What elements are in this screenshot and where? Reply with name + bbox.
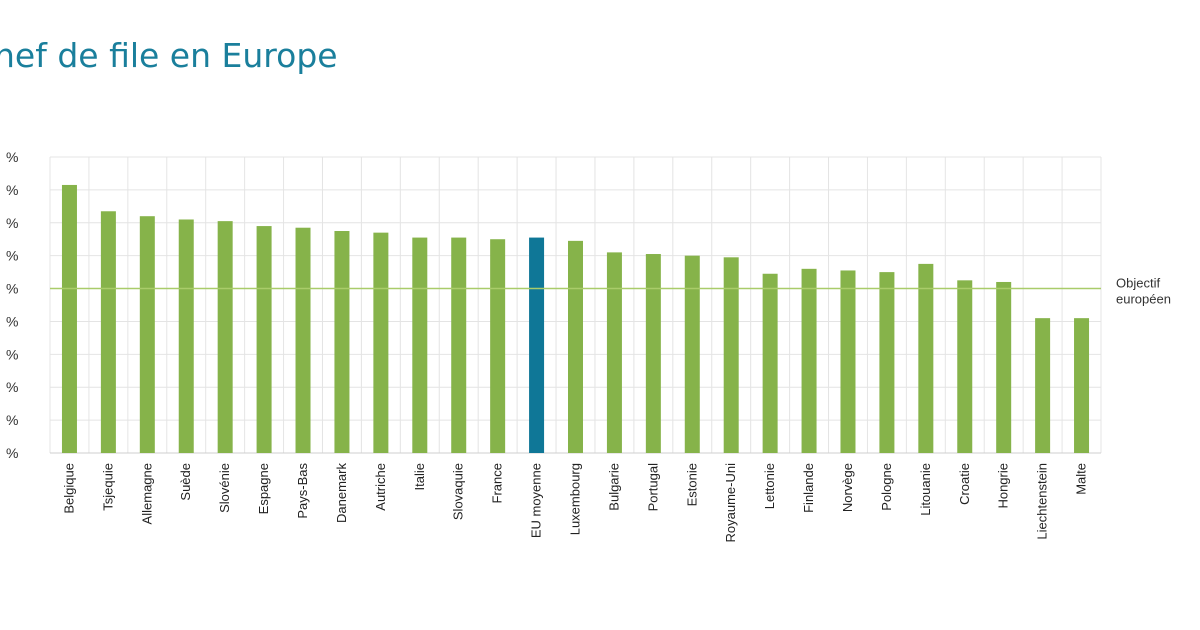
bar-norvège [840,270,856,453]
y-tick-label: % [6,281,18,297]
bar-slovaquie [451,237,467,453]
bar-lettonie [762,273,778,453]
category-label: Malte [1074,463,1089,495]
bars [61,184,1090,453]
y-tick-label: % [6,445,18,461]
category-label: Slovaquie [451,463,466,520]
bar-autriche [373,232,389,453]
bar-tsjequie [100,211,116,453]
category-label: Luxembourg [568,463,583,535]
y-tick-label: % [6,182,18,198]
category-label: Liechtenstein [1035,463,1050,540]
category-label: Royaume-Uni [723,463,738,543]
y-tick-label: % [6,149,18,165]
category-label: Espagne [256,463,271,514]
category-label: Danemark [334,463,349,523]
bar-hongrie [996,281,1012,453]
category-label: Finlande [801,463,816,513]
bar-portugal [645,254,661,453]
bar-slovénie [217,221,233,453]
category-label: Tsjequie [100,463,115,511]
y-tick-label: % [6,248,18,264]
category-label: Pologne [879,463,894,511]
bar-pologne [879,272,895,453]
bar-eu-moyenne [529,237,545,453]
category-label: Croatie [957,463,972,505]
bar-allemagne [139,216,155,453]
category-label: Litouanie [918,463,933,516]
bar-suède [178,219,194,453]
x-axis-labels: Belgique Tsjequie Allemagne Suède Slovénie Es… [61,463,1088,543]
category-label: Portugal [645,463,660,512]
category-label: Norvège [840,463,855,512]
reference-line-label: européen [1116,292,1171,307]
category-label: EU moyenne [529,463,544,538]
category-label: Bulgarie [606,463,621,511]
bar-france [490,239,506,453]
bar-italie [412,237,428,453]
bar-finlande [801,268,817,453]
bar-royaume-uni [723,257,739,453]
y-tick-label: % [6,313,18,329]
category-label: Allemagne [139,463,154,524]
category-label: Italie [412,463,427,490]
category-label: Estonie [684,463,699,506]
y-tick-label: % [6,346,18,362]
bar-liechtenstein [1035,318,1051,453]
category-label: Suède [178,463,193,501]
category-label: Pays-Bas [295,463,310,519]
reference-line-label: Objectif [1116,276,1160,291]
bar-luxembourg [568,240,583,453]
bar-malte [1074,318,1090,453]
category-label: Lettonie [762,463,777,509]
bar-espagne [256,226,272,453]
bar-bulgarie [606,252,622,453]
y-axis-ticks: %%%%%%%%%% [6,149,18,461]
category-label: Slovénie [217,463,232,513]
category-label: Belgique [61,463,76,514]
bar-litouanie [918,263,934,453]
bar-estonie [684,255,700,453]
bar-belgique [61,184,77,453]
category-label: Hongrie [996,463,1011,509]
bar-pays-bas [295,227,311,453]
bar-croatie [957,280,973,453]
y-tick-label: % [6,215,18,231]
category-label: France [490,463,505,503]
chart-title: hef de file en Europe [0,36,338,75]
y-tick-label: % [6,379,18,395]
category-label: Autriche [373,463,388,511]
y-tick-label: % [6,412,18,428]
bar-danemark [334,231,350,453]
